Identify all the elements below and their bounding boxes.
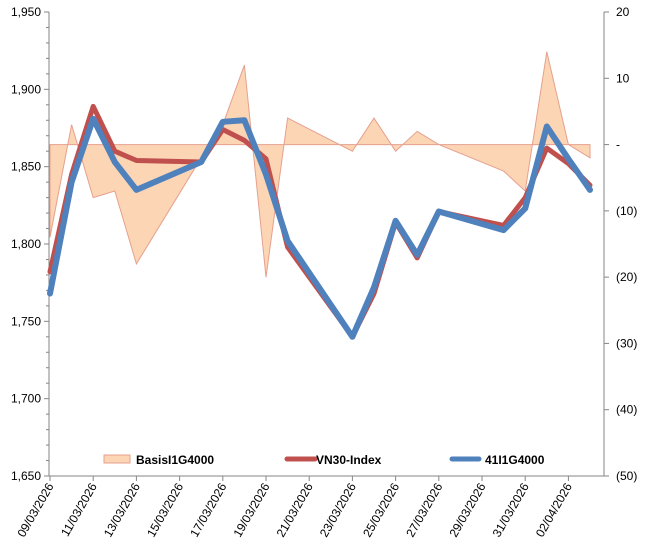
basis-area [49, 51, 591, 278]
x-tick-label: 02/04/2026 [533, 480, 575, 539]
legend-item-41i1g4000: 41I1G4000 [449, 453, 545, 467]
x-tick-label: 25/03/2026 [360, 480, 402, 539]
series-line-41i1g4000 [47, 115, 593, 340]
legend-label-basis: BasisI1G4000 [136, 453, 214, 467]
y2-tick-label: (30) [616, 336, 637, 350]
x-tick-label: 19/03/2026 [230, 480, 272, 539]
legend: BasisI1G4000 VN30-Index 41I1G4000 [103, 453, 545, 467]
basis-area-layer [49, 51, 591, 278]
x-tick-label: 23/03/2026 [317, 480, 359, 539]
x-tick-label: 13/03/2026 [101, 480, 143, 539]
line-layer [47, 103, 593, 340]
y2-tick-label: - [616, 138, 620, 152]
x-tick-label: 21/03/2026 [274, 480, 316, 539]
y2-tick-label: (10) [616, 204, 637, 218]
legend-item-basis: BasisI1G4000 [103, 453, 214, 467]
legend-swatch-basis [103, 454, 131, 464]
y2-tick-label: 10 [616, 71, 630, 85]
y-tick-label: 1,950 [11, 5, 41, 19]
y-tick-label: 1,650 [11, 469, 41, 483]
legend-item-vn30: VN30-Index [284, 453, 382, 467]
x-tick-label: 29/03/2026 [446, 480, 488, 539]
y2-tick-label: (40) [616, 403, 637, 417]
y-tick-label: 1,850 [11, 160, 41, 174]
right-axis-ticks: (50) (40) (30) (20) (10) - 10 20 [604, 5, 637, 483]
legend-label-vn30: VN30-Index [316, 453, 382, 467]
y2-tick-label: (20) [616, 270, 637, 284]
y-tick-label: 1,900 [11, 82, 41, 96]
y-tick-label: 1,750 [11, 314, 41, 328]
left-axis-ticks: 1,650 1,700 1,750 1,800 1,850 1,900 1,950 [11, 5, 49, 483]
y2-tick-label: (50) [616, 469, 637, 483]
x-tick-label: 27/03/2026 [403, 480, 445, 539]
x-tick-label: 31/03/2026 [490, 480, 532, 539]
x-tick-label: 17/03/2026 [187, 480, 229, 539]
legend-label-41i1g4000: 41I1G4000 [485, 453, 545, 467]
x-tick-label: 11/03/2026 [58, 480, 100, 539]
x-tick-label: 09/03/2026 [14, 480, 56, 539]
x-axis-ticks: 09/03/2026 11/03/2026 13/03/2026 15/03/2026… [14, 476, 575, 540]
y-tick-label: 1,800 [11, 237, 41, 251]
y-tick-label: 1,700 [11, 392, 41, 406]
x-tick-label: 15/03/2026 [144, 480, 186, 539]
y2-tick-label: 20 [616, 5, 630, 19]
